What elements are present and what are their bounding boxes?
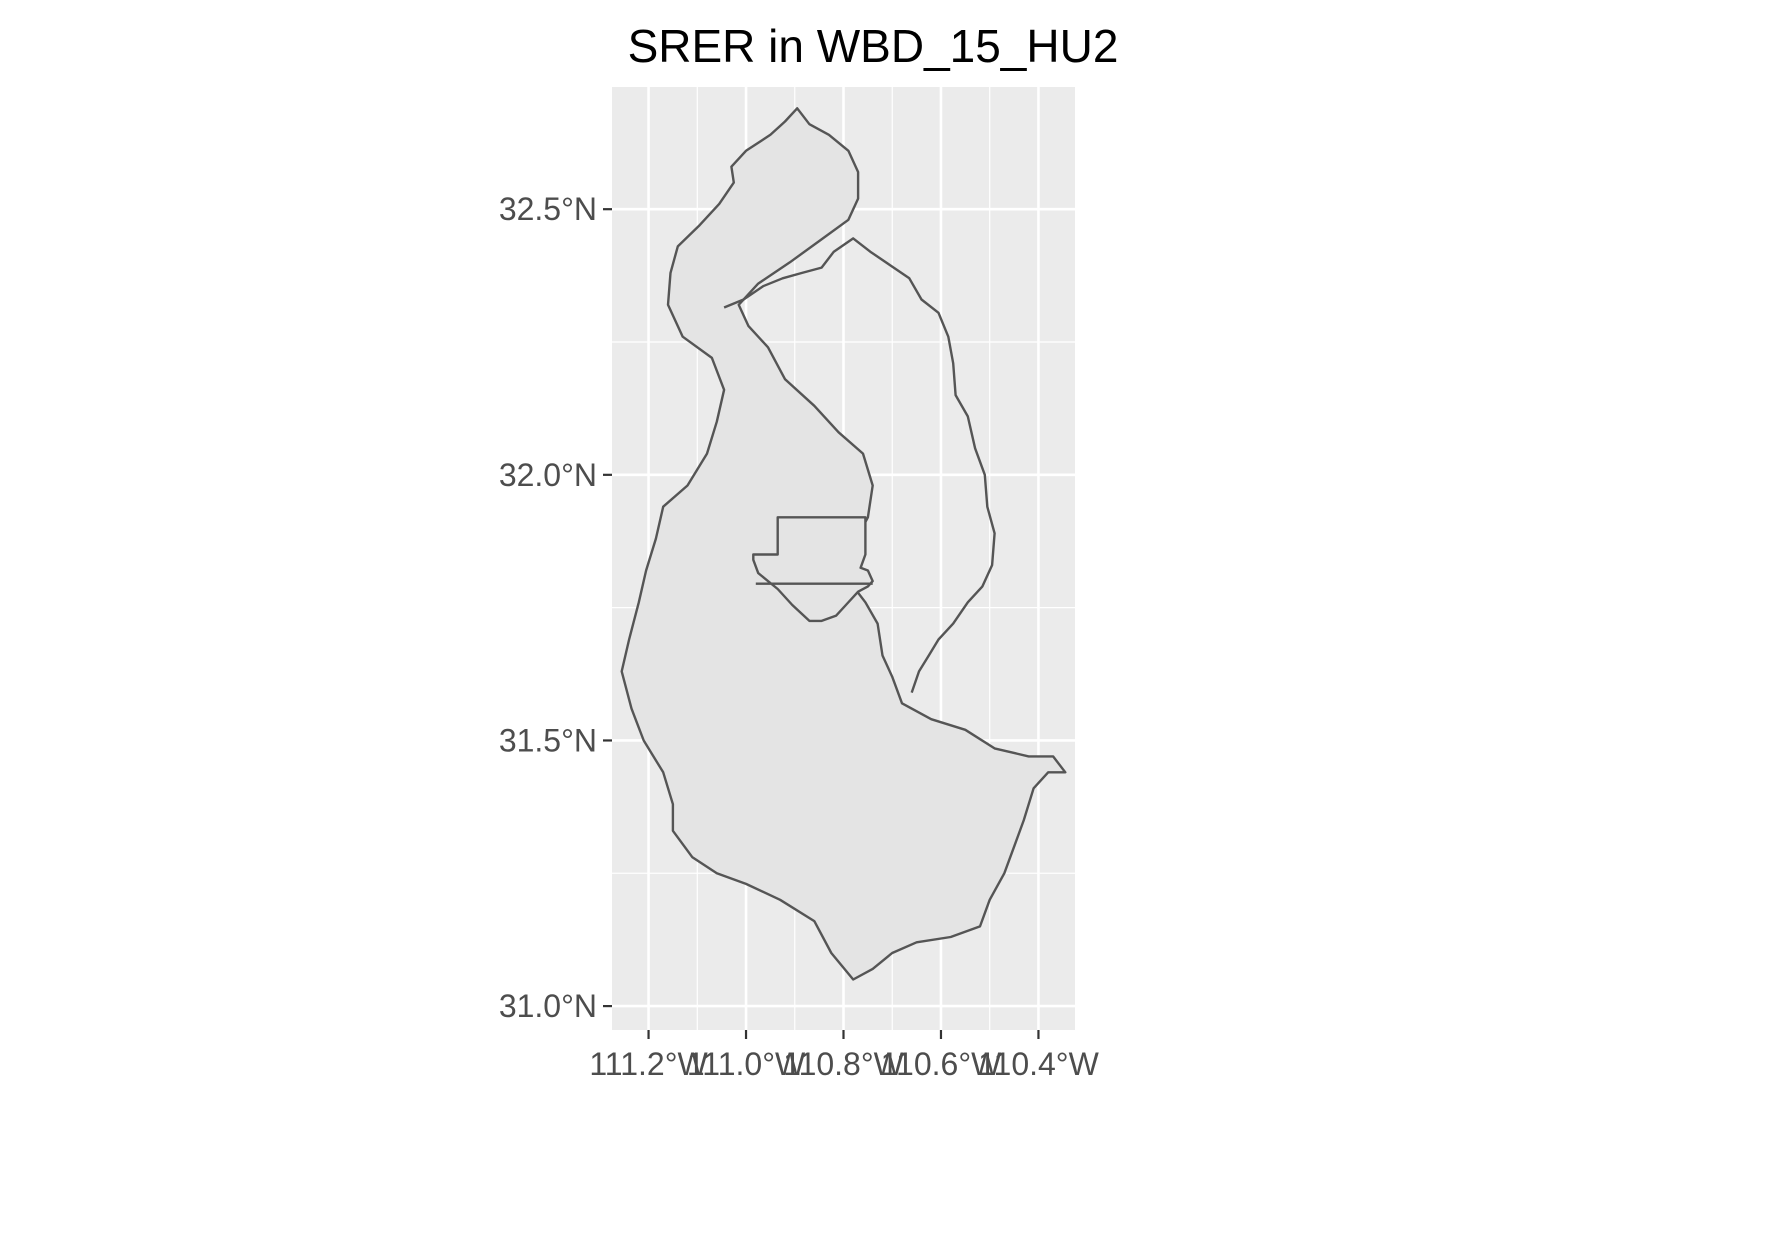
y-axis: 32.5°N 32.0°N 31.5°N 31.0°N	[499, 191, 612, 1024]
y-tick-label-31-5-n: 31.5°N	[499, 722, 597, 758]
x-tick-label-111-2-w: 111.2°W	[589, 1046, 708, 1082]
y-tick-label-31-0-n: 31.0°N	[499, 988, 597, 1024]
x-tick-label-110-8-w: 110.8°W	[783, 1046, 905, 1082]
y-tick-label-32-5-n: 32.5°N	[499, 191, 597, 227]
y-tick-label-32-0-n: 32.0°N	[499, 457, 597, 493]
inner-subbasin-boundary	[723, 237, 996, 693]
x-tick-label-110-4-w: 110.4°W	[978, 1046, 1100, 1082]
x-tick-label-111-0-w: 111.0°W	[687, 1046, 806, 1082]
srer-boundary	[752, 516, 874, 623]
map-title: SRER in WBD_15_HU2	[628, 20, 1119, 72]
map-shapes	[620, 107, 1067, 981]
x-tick-label-110-6-w: 110.6°W	[881, 1046, 1003, 1082]
